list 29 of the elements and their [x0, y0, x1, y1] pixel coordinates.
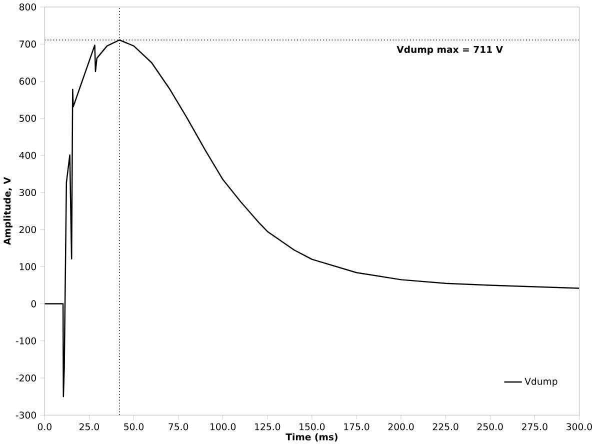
x-tick-label: 75.0: [168, 423, 188, 430]
x-tick-label: 50.0: [124, 423, 144, 430]
legend-label: Vdump: [524, 378, 558, 387]
x-tick-label: 275.0: [522, 423, 548, 430]
y-tick-label: 300: [20, 188, 36, 196]
y-tick-label: -300: [16, 412, 36, 419]
x-tick-label: 25.0: [80, 423, 99, 430]
x-axis-title: Time (ms): [286, 433, 338, 442]
x-tick-label: 175.0: [344, 423, 370, 430]
y-tick-label: 500: [20, 114, 36, 122]
y-tick-label: 100: [20, 263, 36, 270]
y-tick-label: 600: [19, 78, 36, 85]
x-tick-label: 150.0: [300, 423, 325, 430]
y-tick-label: -200: [16, 374, 36, 382]
x-tick-label: 100.0: [210, 423, 236, 430]
x-tick-label: 250.0: [477, 423, 503, 430]
y-axis-title: Amplitude, V: [3, 177, 12, 246]
y-tick-label: 700: [20, 40, 36, 48]
y-tick-label: 400: [19, 152, 36, 159]
ref-line-label: Vdump max = 711 V: [396, 46, 503, 55]
y-tick-label: 800: [19, 3, 36, 10]
x-tick-label: 125.0: [255, 423, 280, 430]
x-tick-label: 225.0: [432, 423, 458, 430]
y-tick-label: 0: [31, 300, 36, 308]
x-tick-label: 200.0: [388, 423, 414, 430]
y-tick-label: 200: [19, 226, 36, 234]
y-tick-label: -100: [16, 337, 36, 344]
x-tick-label: 300.0: [566, 423, 592, 430]
x-tick-label: 0.0: [38, 423, 52, 430]
